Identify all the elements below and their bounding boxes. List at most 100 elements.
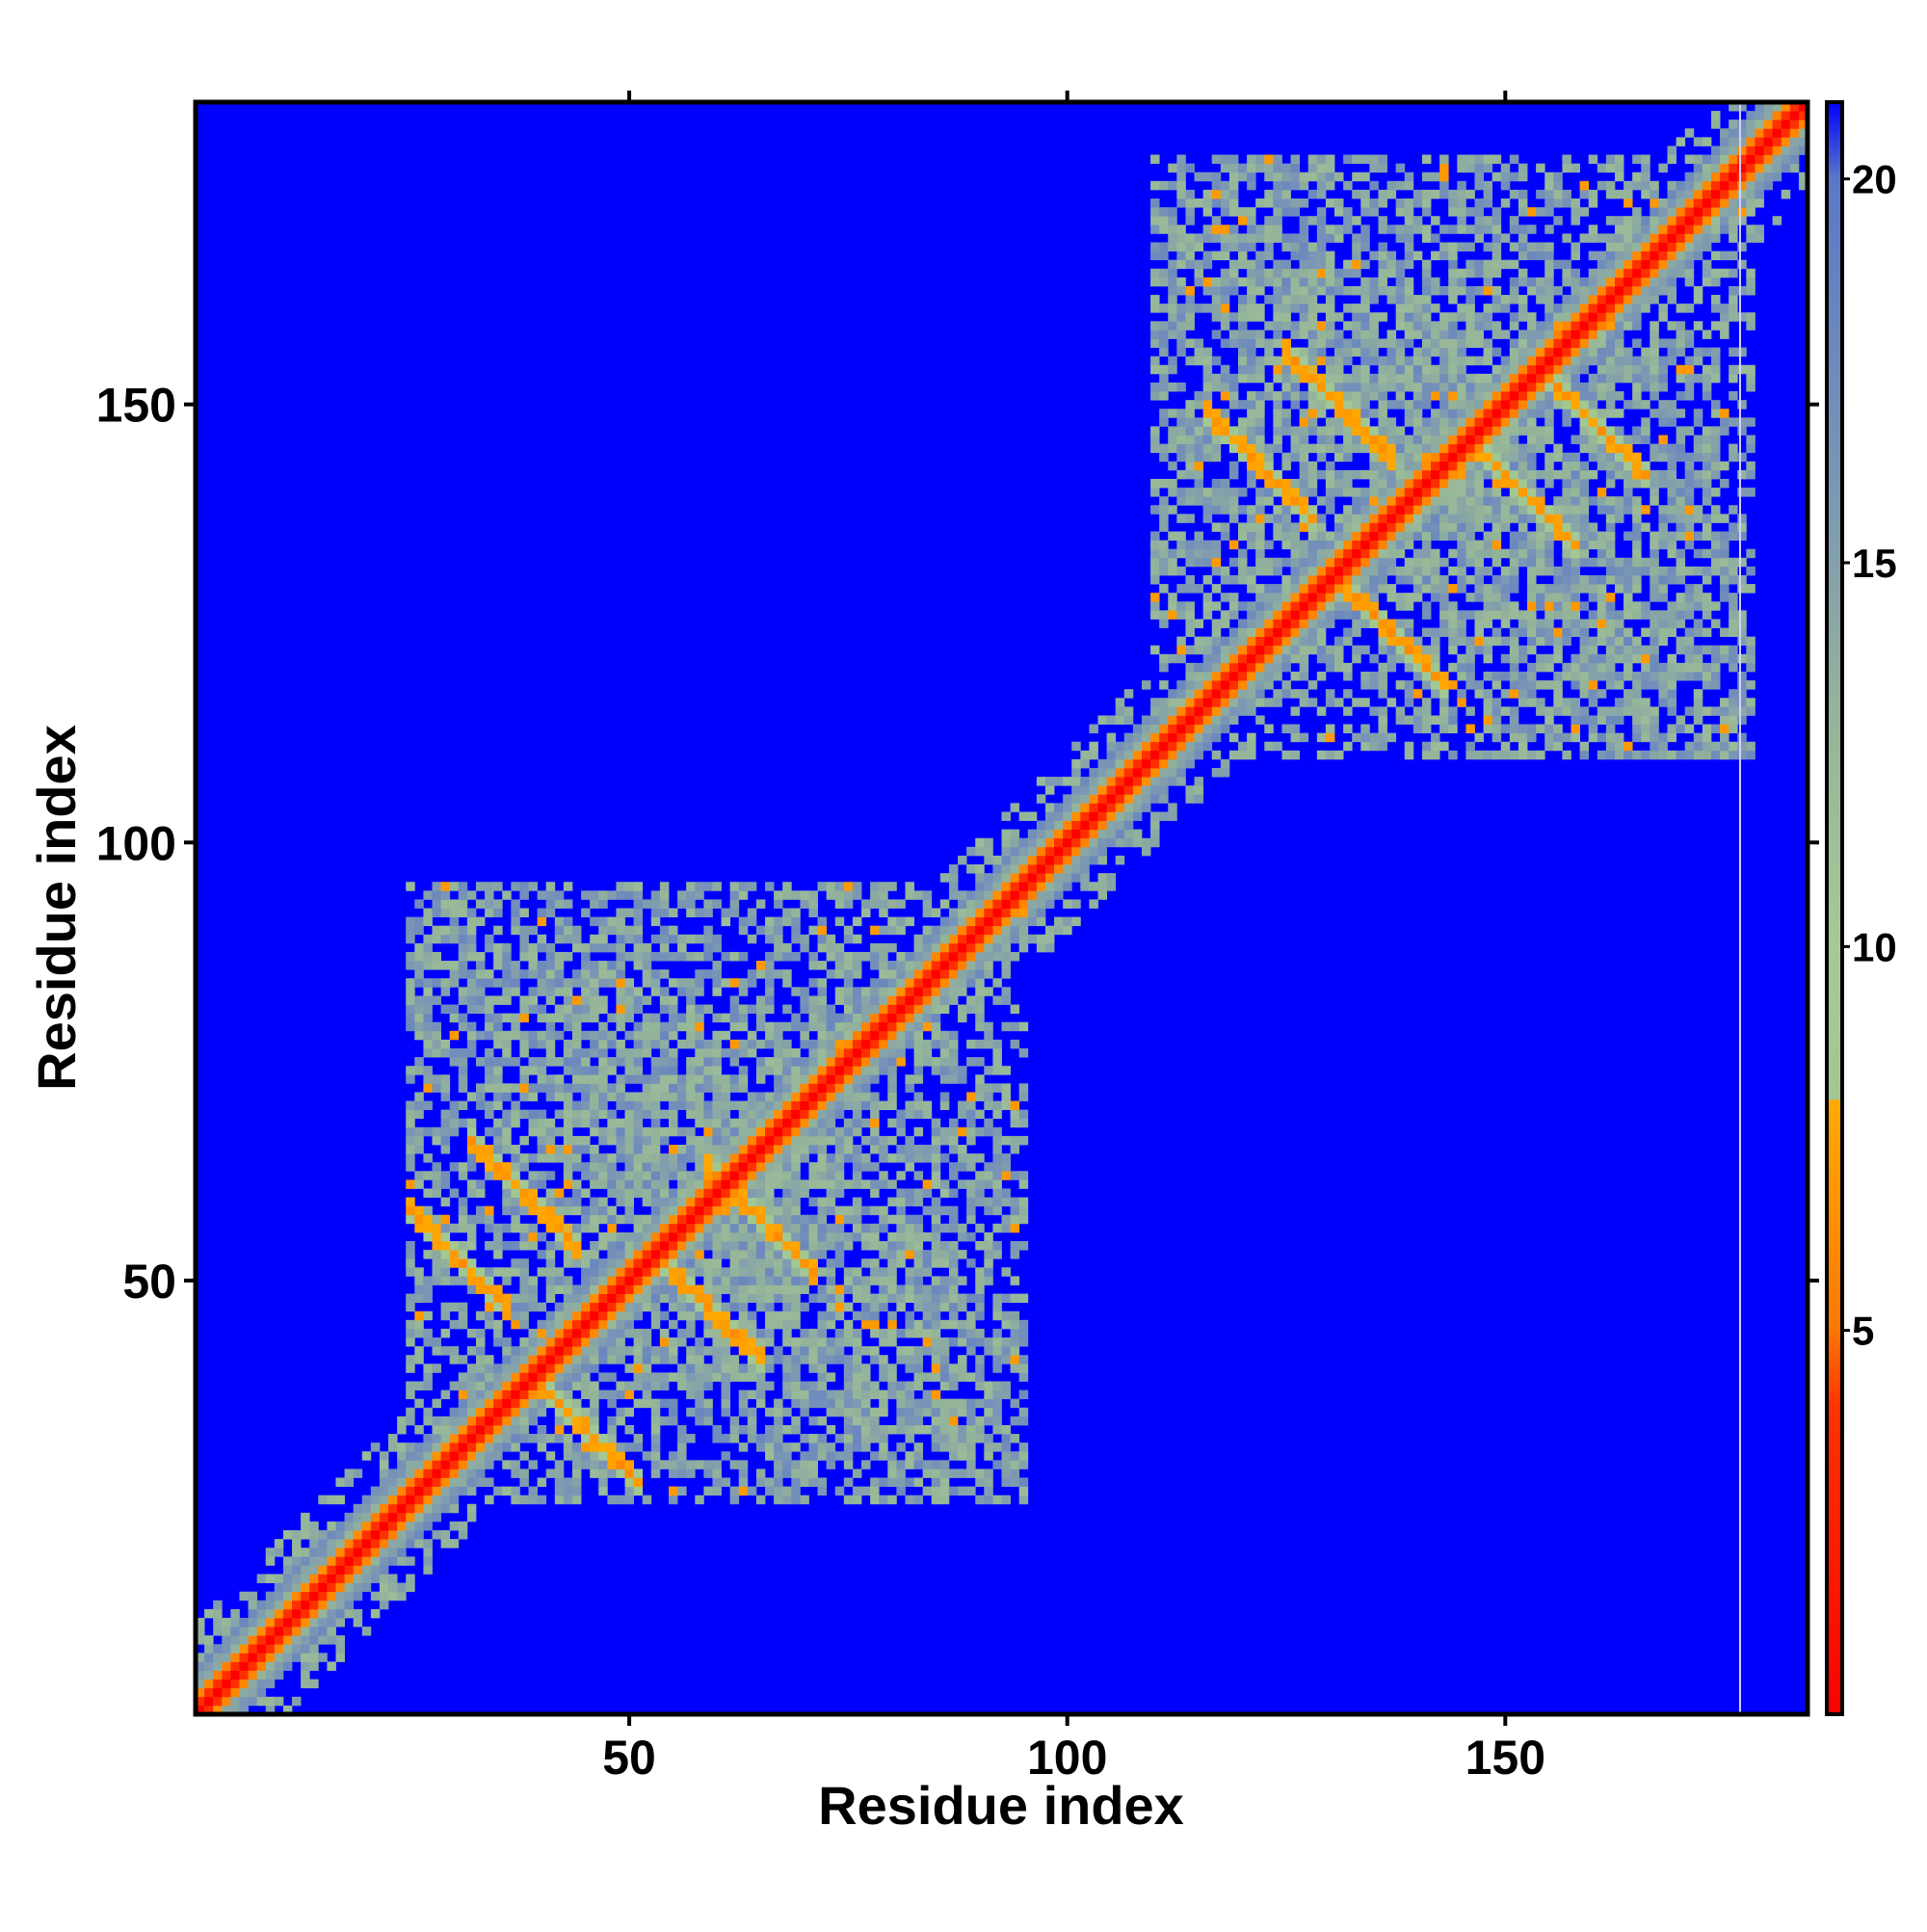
heatmap-cell: [1115, 829, 1125, 839]
heatmap-cell: [642, 1162, 652, 1172]
heatmap-cell: [1010, 803, 1020, 812]
heatmap-cell: [913, 1407, 924, 1417]
heatmap-cell: [755, 969, 766, 979]
heatmap-cell: [765, 1267, 775, 1277]
heatmap-cell: [344, 1530, 355, 1540]
heatmap-cell: [808, 1162, 818, 1172]
heatmap-cell: [650, 978, 661, 988]
heatmap-cell: [598, 1135, 608, 1146]
heatmap-cell: [1106, 820, 1117, 831]
heatmap-cell: [1194, 488, 1204, 497]
heatmap-cell: [1194, 259, 1204, 270]
heatmap-cell: [1123, 715, 1134, 725]
heatmap-cell: [958, 1451, 967, 1461]
heatmap-cell: [502, 1337, 512, 1347]
heatmap-cell: [834, 1328, 845, 1338]
heatmap-cell: [782, 1355, 792, 1364]
heatmap-cell: [817, 1179, 828, 1189]
heatmap-cell: [1168, 758, 1177, 769]
heatmap-cell: [466, 1047, 477, 1058]
heatmap-cell: [729, 1416, 740, 1426]
heatmap-cell: [545, 1363, 556, 1373]
heatmap-cell: [808, 1231, 818, 1242]
heatmap-cell: [1255, 514, 1265, 523]
heatmap-cell: [493, 1231, 503, 1242]
heatmap-cell: [765, 1363, 775, 1373]
heatmap-cell: [230, 1635, 240, 1645]
heatmap-cell: [1063, 925, 1072, 936]
heatmap-cell: [624, 1092, 635, 1101]
heatmap-cell: [1001, 969, 1011, 979]
heatmap-cell: [975, 1328, 985, 1338]
heatmap-cell: [668, 1346, 678, 1356]
heatmap-cell: [747, 1153, 757, 1163]
heatmap-cell: [852, 1092, 862, 1101]
heatmap-cell: [1018, 1047, 1029, 1058]
heatmap-cell: [650, 1057, 661, 1067]
heatmap-cell: [808, 1223, 818, 1233]
heatmap-cell: [406, 1556, 415, 1566]
heatmap-cell: [1159, 715, 1169, 725]
heatmap-cell: [616, 1214, 625, 1225]
heatmap-cell: [624, 987, 635, 996]
heatmap-cell: [1255, 154, 1265, 165]
heatmap-cell: [984, 1100, 993, 1111]
heatmap-cell: [879, 1100, 888, 1111]
heatmap-cell: [966, 1293, 976, 1304]
heatmap-cell: [642, 1284, 652, 1294]
heatmap-cell: [571, 925, 582, 936]
heatmap-cell: [511, 1346, 520, 1356]
heatmap-cell: [1264, 347, 1274, 357]
heatmap-cell: [948, 1398, 959, 1409]
heatmap-cell: [879, 1135, 888, 1146]
heatmap-cell: [738, 1135, 749, 1146]
heatmap-cell: [931, 1162, 941, 1172]
heatmap-cell: [686, 1302, 696, 1312]
heatmap-cell: [537, 1171, 547, 1180]
heatmap-cell: [239, 1661, 249, 1671]
heatmap-cell: [852, 1293, 862, 1304]
heatmap-cell: [624, 1047, 635, 1058]
heatmap-cell: [738, 1284, 749, 1294]
heatmap-cell: [554, 1276, 565, 1285]
heatmap-cell: [826, 1398, 836, 1409]
heatmap-cell: [747, 1092, 757, 1101]
heatmap-cell: [458, 1162, 468, 1172]
heatmap-cell: [432, 1434, 441, 1443]
heatmap-cell: [747, 1267, 757, 1277]
heatmap-cell: [1273, 601, 1282, 611]
heatmap-cell: [747, 1276, 757, 1285]
heatmap-cell: [712, 1372, 722, 1382]
heatmap-cell: [1018, 1486, 1029, 1496]
heatmap-cell: [984, 987, 993, 996]
heatmap-cell: [423, 1434, 433, 1443]
heatmap-cell: [318, 1582, 328, 1593]
heatmap-cell: [1044, 864, 1055, 874]
heatmap-cell: [537, 1013, 547, 1023]
heatmap-cell: [414, 1223, 424, 1233]
heatmap-cell: [230, 1653, 240, 1662]
heatmap-cell: [1202, 662, 1213, 673]
heatmap-cell: [659, 1381, 670, 1390]
heatmap-cell: [537, 1030, 547, 1041]
heatmap-cell: [511, 1407, 520, 1417]
heatmap-cell: [774, 1153, 783, 1163]
heatmap-cell: [852, 1424, 862, 1435]
heatmap-cell: [1044, 899, 1055, 909]
heatmap-cell: [1010, 1337, 1020, 1347]
heatmap-cell: [590, 1153, 599, 1163]
heatmap-cell: [1159, 584, 1169, 594]
heatmap-cell: [563, 987, 573, 996]
heatmap-cell: [528, 1434, 538, 1443]
heatmap-cell: [554, 1241, 565, 1251]
heatmap-cell: [729, 1355, 740, 1364]
heatmap-cell: [485, 1100, 494, 1111]
heatmap-cell: [475, 1057, 486, 1067]
heatmap-cell: [1123, 820, 1134, 831]
heatmap-cell: [738, 1047, 749, 1058]
heatmap-cell: [677, 1241, 687, 1251]
heatmap-cell: [1150, 811, 1160, 821]
heatmap-cell: [975, 1083, 985, 1093]
heatmap-cell: [712, 934, 722, 944]
heatmap-cell: [590, 1293, 599, 1304]
